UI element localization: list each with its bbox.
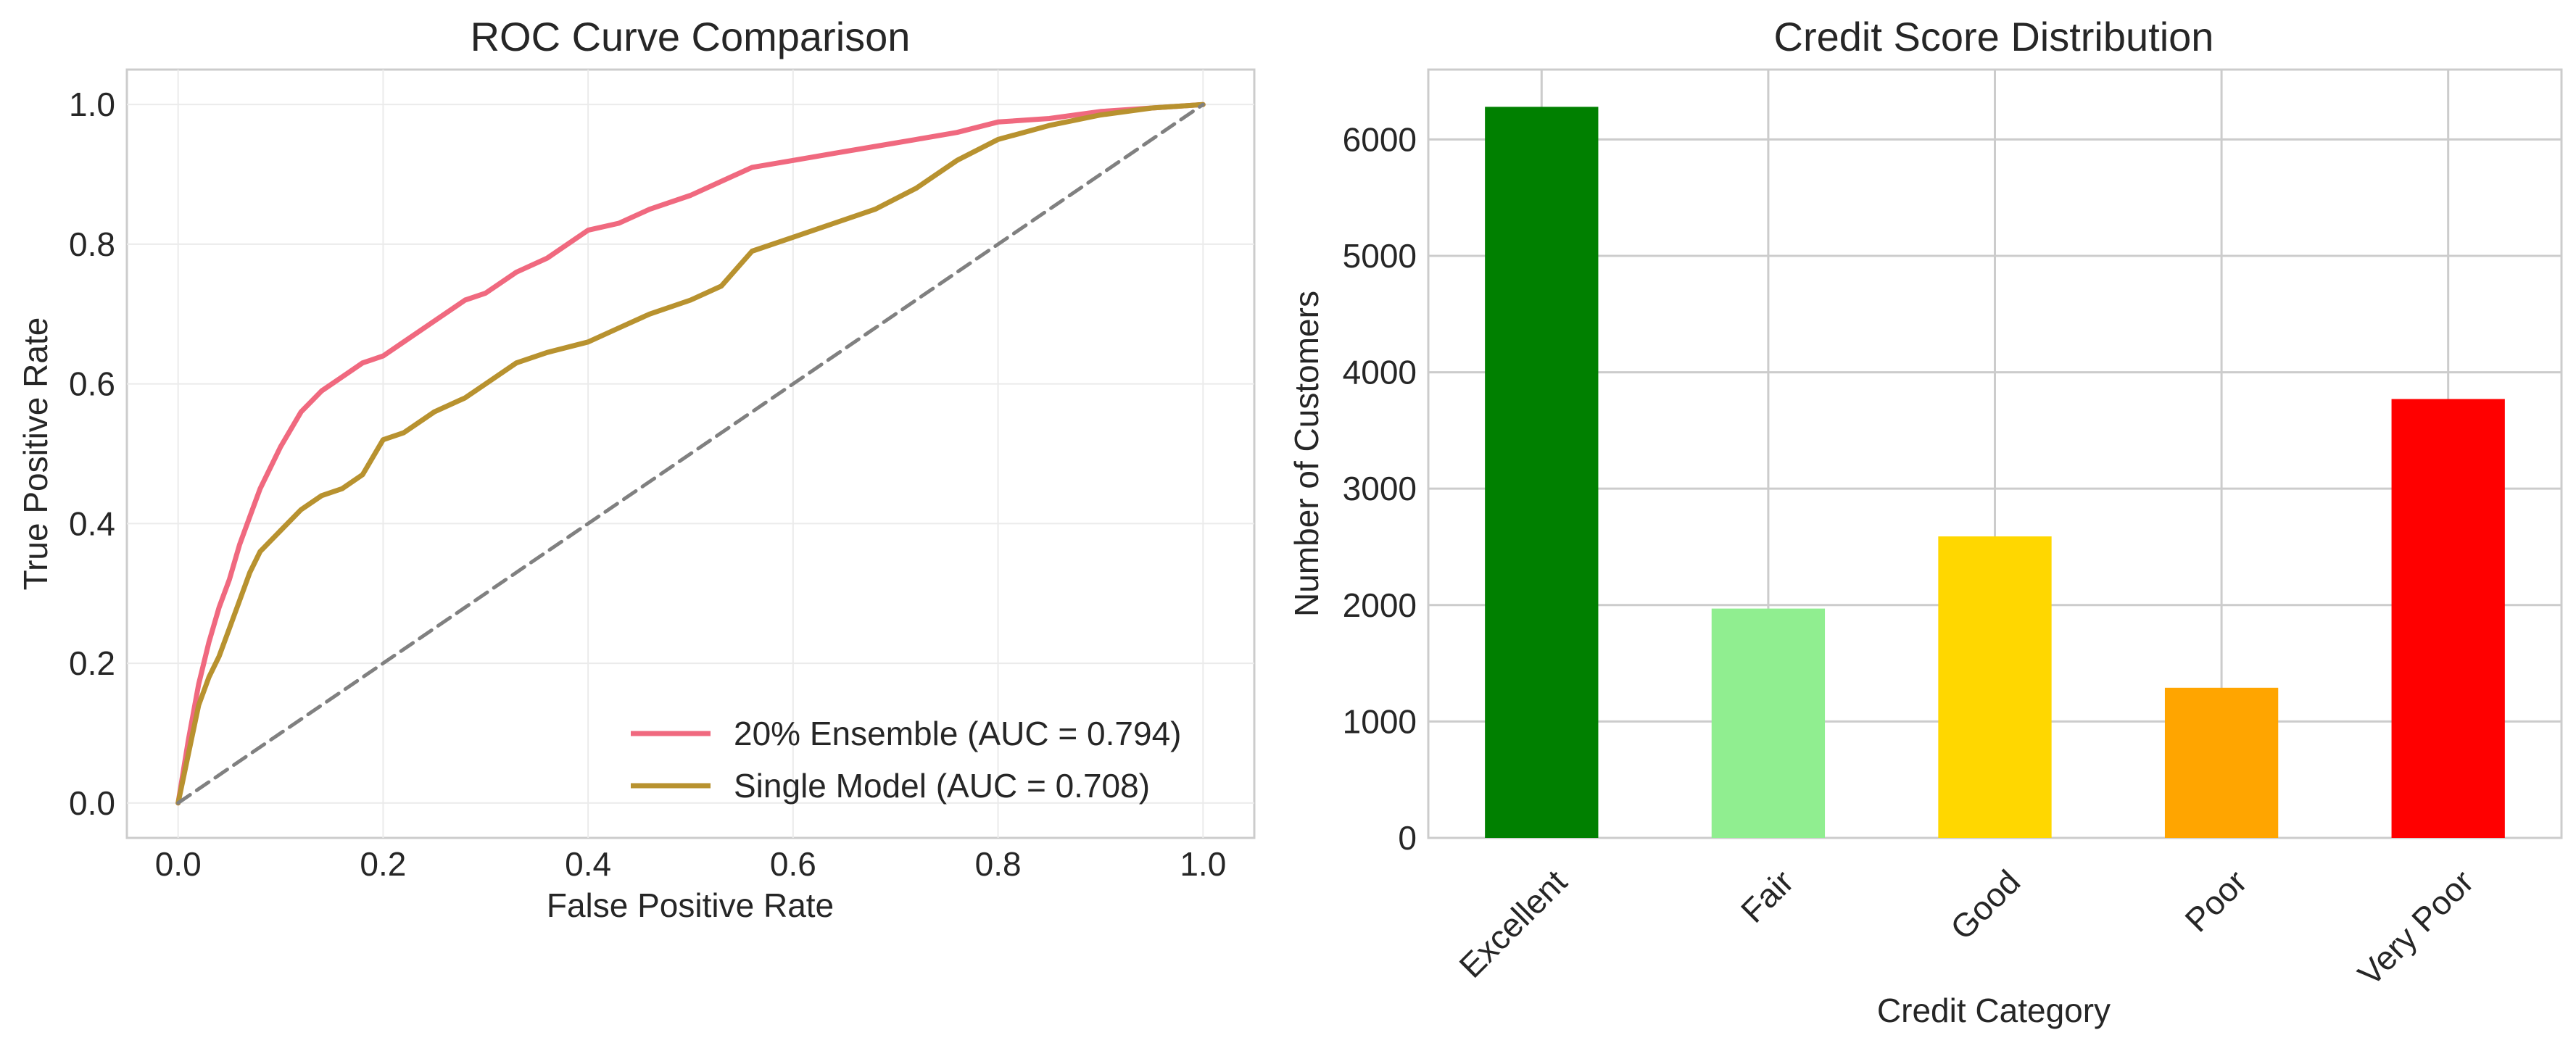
bar-poor — [2164, 687, 2279, 838]
roc-x-tick-label: 0.4 — [565, 845, 611, 883]
roc-chance-diagonal — [176, 102, 1205, 805]
roc-ticks: 0.0 0.2 0.4 0.6 0.8 1.0 0.0 0.2 0.4 0.6 0.8 1.0 — [69, 86, 1226, 883]
roc-x-tick-label: 0.6 — [770, 845, 816, 883]
bar-x-tick-label: Very Poor — [2351, 863, 2481, 993]
bar-y-axis-label: Number of Customers — [1288, 291, 1325, 617]
roc-y-tick-label: 0.0 — [69, 784, 115, 822]
bar-y-tick-label: 5000 — [1343, 237, 1417, 275]
legend-label-single-model: Single Model (AUC = 0.708) — [734, 767, 1150, 805]
roc-x-tick-label: 0.0 — [155, 845, 202, 883]
roc-y-axis-label: True Positive Rate — [17, 317, 54, 591]
roc-title: ROC Curve Comparison — [471, 14, 911, 59]
bar-y-tick-label: 4000 — [1343, 354, 1417, 391]
roc-panel: 0.0 0.2 0.4 0.6 0.8 1.0 0.0 0.2 0.4 0.6 0.8 1.0 ROC… — [17, 14, 1256, 924]
bar-y-tick-label: 1000 — [1343, 702, 1417, 740]
bar-y-tick-label: 0 — [1398, 819, 1417, 857]
roc-grid — [127, 70, 1254, 838]
bar-x-tick-label: Excellent — [1451, 863, 1574, 985]
roc-x-tick-label: 0.2 — [360, 845, 406, 883]
roc-x-axis-label: False Positive Rate — [547, 886, 834, 924]
bar-panel: 0 1000 2000 3000 4000 5000 6000 Excellent Fair Go… — [1288, 14, 2563, 1029]
roc-y-tick-label: 1.0 — [69, 86, 115, 123]
bar-x-tick-label: Good — [1943, 863, 2027, 947]
bar-x-tick-label: Poor — [2177, 863, 2253, 939]
roc-x-tick-label: 1.0 — [1180, 845, 1226, 883]
bar-very-poor — [2391, 399, 2505, 838]
bar-title: Credit Score Distribution — [1774, 14, 2214, 59]
roc-lines — [175, 101, 1206, 806]
roc-legend: 20% Ensemble (AUC = 0.794) Single Model … — [631, 715, 1181, 805]
bar-x-axis-label: Credit Category — [1877, 992, 2111, 1029]
bar-fair — [1711, 608, 1826, 838]
roc-y-tick-label: 0.4 — [69, 504, 115, 542]
roc-y-tick-label: 0.8 — [69, 225, 115, 263]
roc-x-tick-label: 0.8 — [975, 845, 1022, 883]
legend-label-ensemble: 20% Ensemble (AUC = 0.794) — [734, 715, 1181, 752]
bar-bars — [1485, 107, 2505, 839]
roc-y-tick-label: 0.6 — [69, 365, 115, 403]
bar-y-tick-label: 6000 — [1343, 120, 1417, 158]
bar-x-tick-label: Fair — [1734, 863, 1801, 930]
roc-curve-single-model — [175, 101, 1206, 806]
bar-excellent — [1485, 107, 1599, 839]
roc-curve-ensemble — [175, 101, 1206, 806]
bar-y-tick-label: 3000 — [1343, 470, 1417, 507]
bar-y-tick-label: 2000 — [1343, 586, 1417, 624]
bar-good — [1938, 536, 2052, 838]
roc-y-tick-label: 0.2 — [69, 644, 115, 682]
